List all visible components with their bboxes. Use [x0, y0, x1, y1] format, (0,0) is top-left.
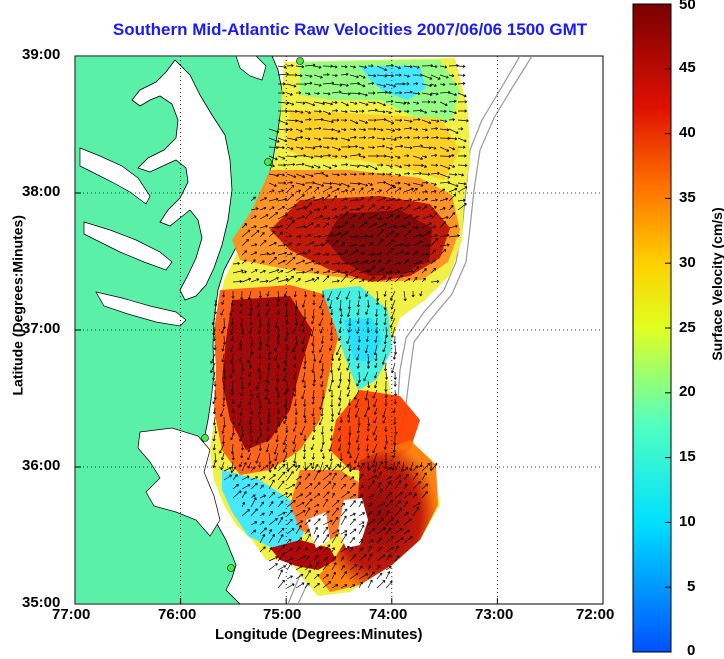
x-axis-label: Longitude (Degrees:Minutes) — [215, 626, 423, 643]
colorbar-label: Surface Velocity (cm/s) — [709, 207, 724, 361]
velocity-vectors — [210, 63, 469, 589]
colorbar-tick-label: 35 — [679, 189, 696, 206]
x-tick-label: 74:00 — [369, 606, 408, 623]
colorbar-tick-label: 15 — [679, 448, 696, 465]
colorbar-tick-label: 30 — [679, 254, 696, 271]
chesapeake-bay — [131, 59, 233, 301]
colorbar-tick-label: 0 — [687, 642, 696, 659]
colorbar-tick-label: 5 — [687, 578, 696, 595]
y-axis-label: Latitude (Degrees:Minutes) — [9, 215, 26, 396]
coastal-stations — [201, 57, 304, 572]
delaware-bay — [235, 56, 267, 81]
velocity-arrow-set — [210, 63, 469, 589]
y-tick-label: 38:00 — [22, 183, 61, 200]
colorbar-tick-label: 40 — [679, 124, 696, 141]
colorbar-tick-label: 25 — [679, 319, 696, 336]
axis-tick-marks — [75, 192, 498, 604]
colorbar-tick-label: 50 — [679, 0, 696, 13]
x-tick-label: 76:00 — [158, 606, 197, 623]
colorbar — [632, 3, 672, 653]
y-tick-label: 36:00 — [22, 457, 61, 474]
colorbar-tick-label: 10 — [679, 513, 696, 530]
x-tick-label: 72:00 — [576, 606, 615, 623]
y-tick-label: 39:00 — [22, 46, 61, 63]
x-tick-label: 75:00 — [263, 606, 302, 623]
tidal-river — [95, 291, 187, 327]
sound-water — [137, 427, 221, 537]
colorbar-tick-label: 45 — [679, 59, 696, 76]
colorbar-ticks — [665, 3, 671, 588]
y-tick-label: 35:00 — [22, 594, 61, 611]
grid-lines — [75, 56, 603, 604]
x-tick-label: 73:00 — [475, 606, 514, 623]
x-tick-label: 77:00 — [52, 606, 91, 623]
tidal-river — [79, 147, 151, 205]
tidal-river — [83, 221, 173, 271]
map-title: Southern Mid-Atlantic Raw Velocities 200… — [112, 20, 588, 39]
y-tick-label: 37:00 — [22, 320, 61, 337]
colorbar-tick-label: 20 — [679, 383, 696, 400]
velocity-field — [210, 58, 470, 596]
